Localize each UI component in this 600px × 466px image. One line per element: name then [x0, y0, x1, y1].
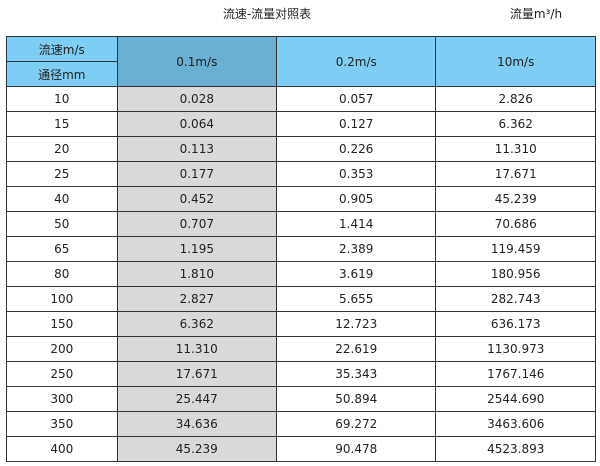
flow-0.1-cell: 17.671	[116, 361, 278, 387]
flow-0.1-cell: 0.028	[116, 86, 278, 112]
table-row: 400 45.239 90.478 4523.893	[6, 436, 596, 462]
flow-0.2-cell: 1.414	[276, 211, 437, 237]
header-row-2: 通径mm	[6, 61, 596, 87]
table-row: 100 2.827 5.655 282.743	[6, 286, 596, 312]
flow-10-cell: 17.671	[435, 161, 596, 187]
flow-0.1-cell: 0.452	[116, 186, 278, 212]
flow-0.2-cell: 35.343	[276, 361, 437, 387]
flow-0.2-cell: 5.655	[276, 286, 437, 312]
diameter-cell: 10	[6, 86, 118, 112]
flow-0.1-cell: 1.810	[116, 261, 278, 287]
flow-0.1-cell: 11.310	[116, 336, 278, 362]
flow-0.2-cell: 0.127	[276, 111, 437, 137]
flow-0.1-cell: 0.707	[116, 211, 278, 237]
table-row: 50 0.707 1.414 70.686	[6, 211, 596, 237]
table-row: 300 25.447 50.894 2544.690	[6, 386, 596, 412]
flow-0.1-cell: 1.195	[116, 236, 278, 262]
diameter-cell: 15	[6, 111, 118, 137]
flow-10-cell: 119.459	[435, 236, 596, 262]
column-header-0.1[interactable]: 0.1m/s	[116, 36, 278, 87]
flow-10-cell: 45.239	[435, 186, 596, 212]
diameter-cell: 100	[6, 286, 118, 312]
flow-10-cell: 2.826	[435, 86, 596, 112]
flow-0.1-cell: 0.177	[116, 161, 278, 187]
flow-10-cell: 180.956	[435, 261, 596, 287]
flow-0.1-cell: 0.064	[116, 111, 278, 137]
diameter-cell: 25	[6, 161, 118, 187]
flow-10-cell: 70.686	[435, 211, 596, 237]
table-row: 25 0.177 0.353 17.671	[6, 161, 596, 187]
flow-0.2-cell: 2.389	[276, 236, 437, 262]
flow-0.2-cell: 90.478	[276, 436, 437, 462]
column-header-10[interactable]: 10m/s	[435, 36, 596, 87]
diameter-cell: 40	[6, 186, 118, 212]
diameter-cell: 200	[6, 336, 118, 362]
flow-0.1-cell: 0.113	[116, 136, 278, 162]
flow-0.2-cell: 0.353	[276, 161, 437, 187]
flow-0.2-cell: 0.905	[276, 186, 437, 212]
flow-10-cell: 2544.690	[435, 386, 596, 412]
table-row: 200 11.310 22.619 1130.973	[6, 336, 596, 362]
diameter-header: 通径mm	[6, 61, 118, 87]
diameter-cell: 150	[6, 311, 118, 337]
flow-0.2-cell: 12.723	[276, 311, 437, 337]
flow-0.2-cell: 0.226	[276, 136, 437, 162]
table-row: 20 0.113 0.226 11.310	[6, 136, 596, 162]
flow-0.2-cell: 22.619	[276, 336, 437, 362]
flow-10-cell: 4523.893	[435, 436, 596, 462]
table-row: 15 0.064 0.127 6.362	[6, 111, 596, 137]
flow-0.1-cell: 45.239	[116, 436, 278, 462]
diameter-cell: 300	[6, 386, 118, 412]
flow-10-cell: 282.743	[435, 286, 596, 312]
diameter-cell: 50	[6, 211, 118, 237]
flow-10-cell: 3463.606	[435, 411, 596, 437]
velocity-header: 流速m/s	[6, 36, 118, 62]
flow-10-cell: 636.173	[435, 311, 596, 337]
flow-10-cell: 1767.146	[435, 361, 596, 387]
flow-10-cell: 1130.973	[435, 336, 596, 362]
table-row: 150 6.362 12.723 636.173	[6, 311, 596, 337]
flow-0.1-cell: 6.362	[116, 311, 278, 337]
unit-label: 流量m³/h	[509, 7, 563, 21]
flow-0.1-cell: 34.636	[116, 411, 278, 437]
flow-0.2-cell: 50.894	[276, 386, 437, 412]
flow-10-cell: 11.310	[435, 136, 596, 162]
flow-velocity-table: 流速m/s 0.1m/s 0.2m/s 10m/s 通径mm 10 0.028 0.…	[6, 36, 596, 462]
table-row: 350 34.636 69.272 3463.606	[6, 411, 596, 437]
diameter-cell: 400	[6, 436, 118, 462]
flow-0.1-cell: 25.447	[116, 386, 278, 412]
table-row: 80 1.810 3.619 180.956	[6, 261, 596, 287]
table-row: 65 1.195 2.389 119.459	[6, 236, 596, 262]
header-row: 流速m/s 0.1m/s 0.2m/s 10m/s	[6, 36, 596, 87]
diameter-cell: 350	[6, 411, 118, 437]
table-row: 250 17.671 35.343 1767.146	[6, 361, 596, 387]
diameter-cell: 80	[6, 261, 118, 287]
diameter-cell: 250	[6, 361, 118, 387]
table-row: 40 0.452 0.905 45.239	[6, 186, 596, 212]
diameter-cell: 20	[6, 136, 118, 162]
flow-0.2-cell: 3.619	[276, 261, 437, 287]
flow-10-cell: 6.362	[435, 111, 596, 137]
flow-0.2-cell: 69.272	[276, 411, 437, 437]
flow-0.2-cell: 0.057	[276, 86, 437, 112]
table-row: 10 0.028 0.057 2.826	[6, 86, 596, 112]
flow-0.1-cell: 2.827	[116, 286, 278, 312]
table-title: 流速-流量对照表	[222, 7, 312, 21]
diameter-cell: 65	[6, 236, 118, 262]
column-header-0.2[interactable]: 0.2m/s	[276, 36, 437, 87]
